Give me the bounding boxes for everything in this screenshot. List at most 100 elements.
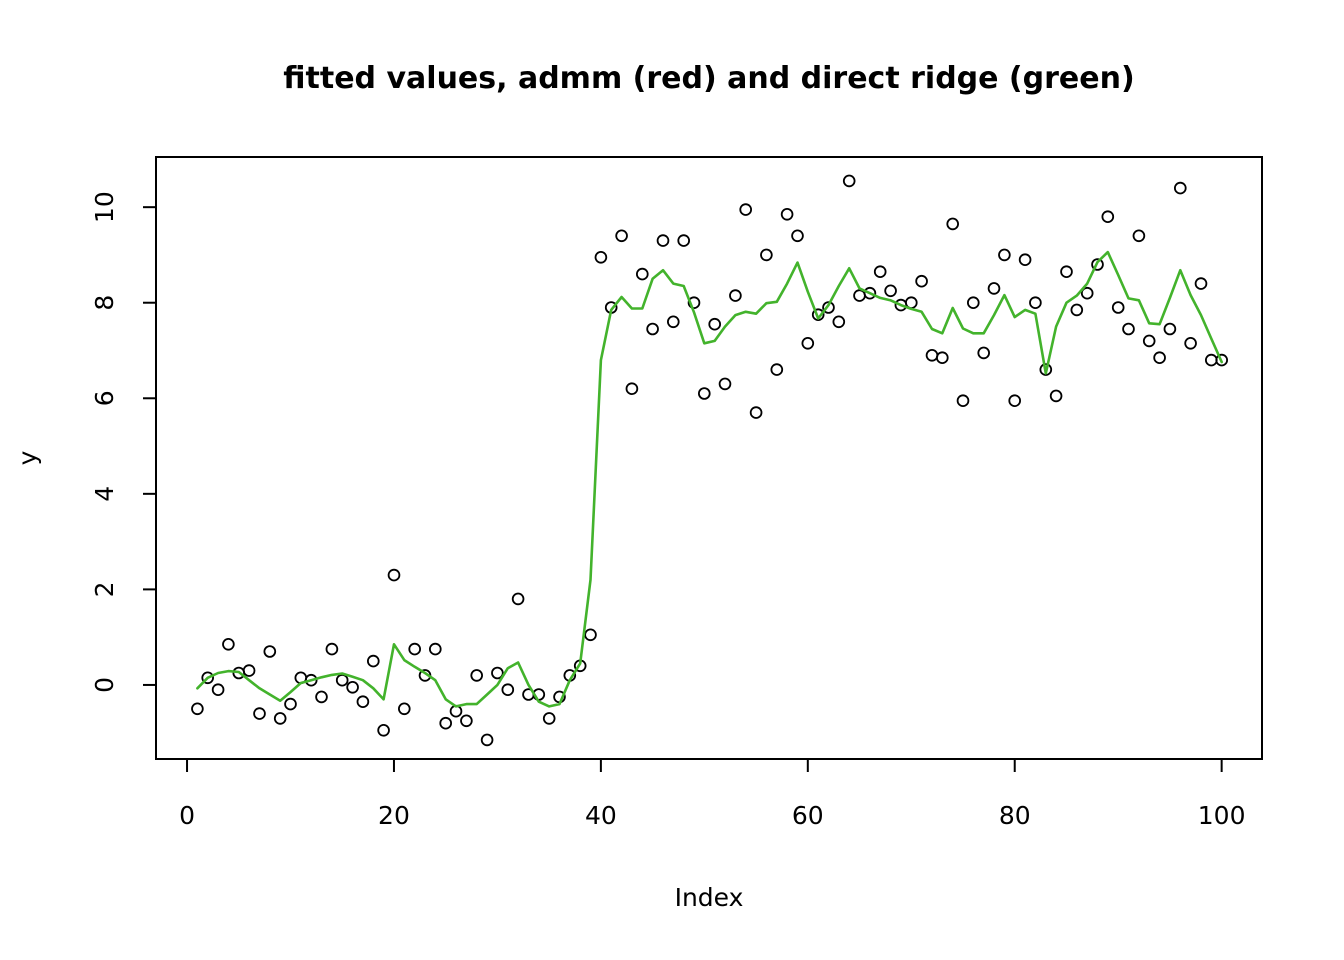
y-tick-label: 8 <box>90 295 119 311</box>
data-point <box>915 274 928 288</box>
x-axis-ticks: 0 20 40 60 80 100 <box>179 760 1246 830</box>
data-point <box>387 568 401 582</box>
data-point <box>729 289 742 302</box>
data-point <box>1091 258 1104 271</box>
data-point <box>1008 394 1021 408</box>
data-point <box>346 680 359 694</box>
data-point <box>666 315 680 329</box>
data-point <box>925 348 939 362</box>
data-point <box>935 351 949 365</box>
y-tick-label: 4 <box>90 486 119 502</box>
data-point <box>242 664 256 677</box>
y-tick-label: 2 <box>90 581 119 597</box>
data-point <box>697 387 711 400</box>
data-point <box>1142 334 1156 348</box>
data-point <box>998 248 1011 262</box>
plot-box <box>155 156 1263 760</box>
data-point <box>428 642 442 656</box>
data-point <box>853 289 866 302</box>
data-point <box>1070 303 1084 317</box>
data-point <box>946 217 959 231</box>
data-point <box>1080 286 1094 300</box>
data-point <box>315 690 328 704</box>
data-point <box>677 234 690 247</box>
data-point <box>832 315 846 329</box>
y-axis-title: y <box>13 450 42 465</box>
data-point <box>780 208 794 221</box>
data-point <box>1122 322 1135 336</box>
data-point <box>304 673 318 687</box>
data-point <box>480 733 494 747</box>
data-point <box>760 248 773 262</box>
data-point <box>977 346 990 360</box>
data-point <box>1153 351 1166 365</box>
data-point <box>987 282 1001 295</box>
data-point <box>863 286 877 300</box>
data-point <box>1060 265 1073 279</box>
data-point <box>1018 253 1032 267</box>
data-point <box>408 642 422 656</box>
data-point <box>625 382 639 396</box>
x-tick-label: 80 <box>999 801 1031 830</box>
data-point <box>966 296 980 310</box>
data-point <box>542 712 556 725</box>
plot-title: fitted values, admm (red) and direct rid… <box>283 61 1134 96</box>
data-point <box>749 406 763 419</box>
y-axis-ticks: 0 2 4 6 8 10 <box>90 191 155 693</box>
data-point <box>956 394 970 408</box>
data-series-layer <box>191 174 1228 747</box>
data-point <box>584 628 597 642</box>
data-point <box>439 716 453 730</box>
data-point <box>1049 389 1063 403</box>
data-point <box>1184 336 1197 350</box>
data-point <box>1132 229 1146 243</box>
data-point <box>873 265 887 279</box>
x-tick-label: 100 <box>1198 801 1246 830</box>
data-point <box>491 666 504 680</box>
data-point <box>511 592 525 606</box>
data-point <box>656 234 670 247</box>
data-point <box>615 229 628 243</box>
data-point <box>739 203 752 216</box>
data-point <box>791 229 804 243</box>
data-point <box>201 671 215 685</box>
data-point <box>718 377 732 391</box>
data-point <box>460 714 473 728</box>
data-point <box>470 669 484 682</box>
data-point <box>211 683 225 696</box>
observation-points <box>191 174 1228 747</box>
x-tick-label: 60 <box>792 801 824 830</box>
data-point <box>1111 301 1125 314</box>
data-point <box>335 673 349 687</box>
x-tick-label: 0 <box>179 801 195 830</box>
data-point <box>708 317 721 331</box>
data-point <box>191 702 204 716</box>
data-point <box>1194 277 1208 290</box>
data-point <box>1174 181 1187 195</box>
data-point <box>222 637 235 651</box>
data-point <box>356 695 370 708</box>
data-point <box>377 723 390 737</box>
data-point <box>822 301 835 314</box>
data-point <box>1205 353 1218 367</box>
y-tick-label: 0 <box>90 677 119 693</box>
data-point <box>687 296 701 310</box>
y-tick-label: 6 <box>90 390 119 406</box>
data-point <box>1101 210 1115 224</box>
data-point <box>366 654 380 668</box>
data-point <box>801 336 815 350</box>
data-point <box>842 174 856 188</box>
data-point <box>273 712 287 725</box>
x-tick-label: 20 <box>378 801 410 830</box>
data-point <box>1029 296 1042 310</box>
data-point <box>263 645 277 658</box>
data-point <box>397 702 411 716</box>
data-point <box>770 363 784 376</box>
data-point <box>501 683 515 696</box>
data-point <box>253 707 266 720</box>
data-point <box>811 308 825 322</box>
ridge-fit-line <box>196 250 1223 708</box>
data-point <box>646 322 659 336</box>
